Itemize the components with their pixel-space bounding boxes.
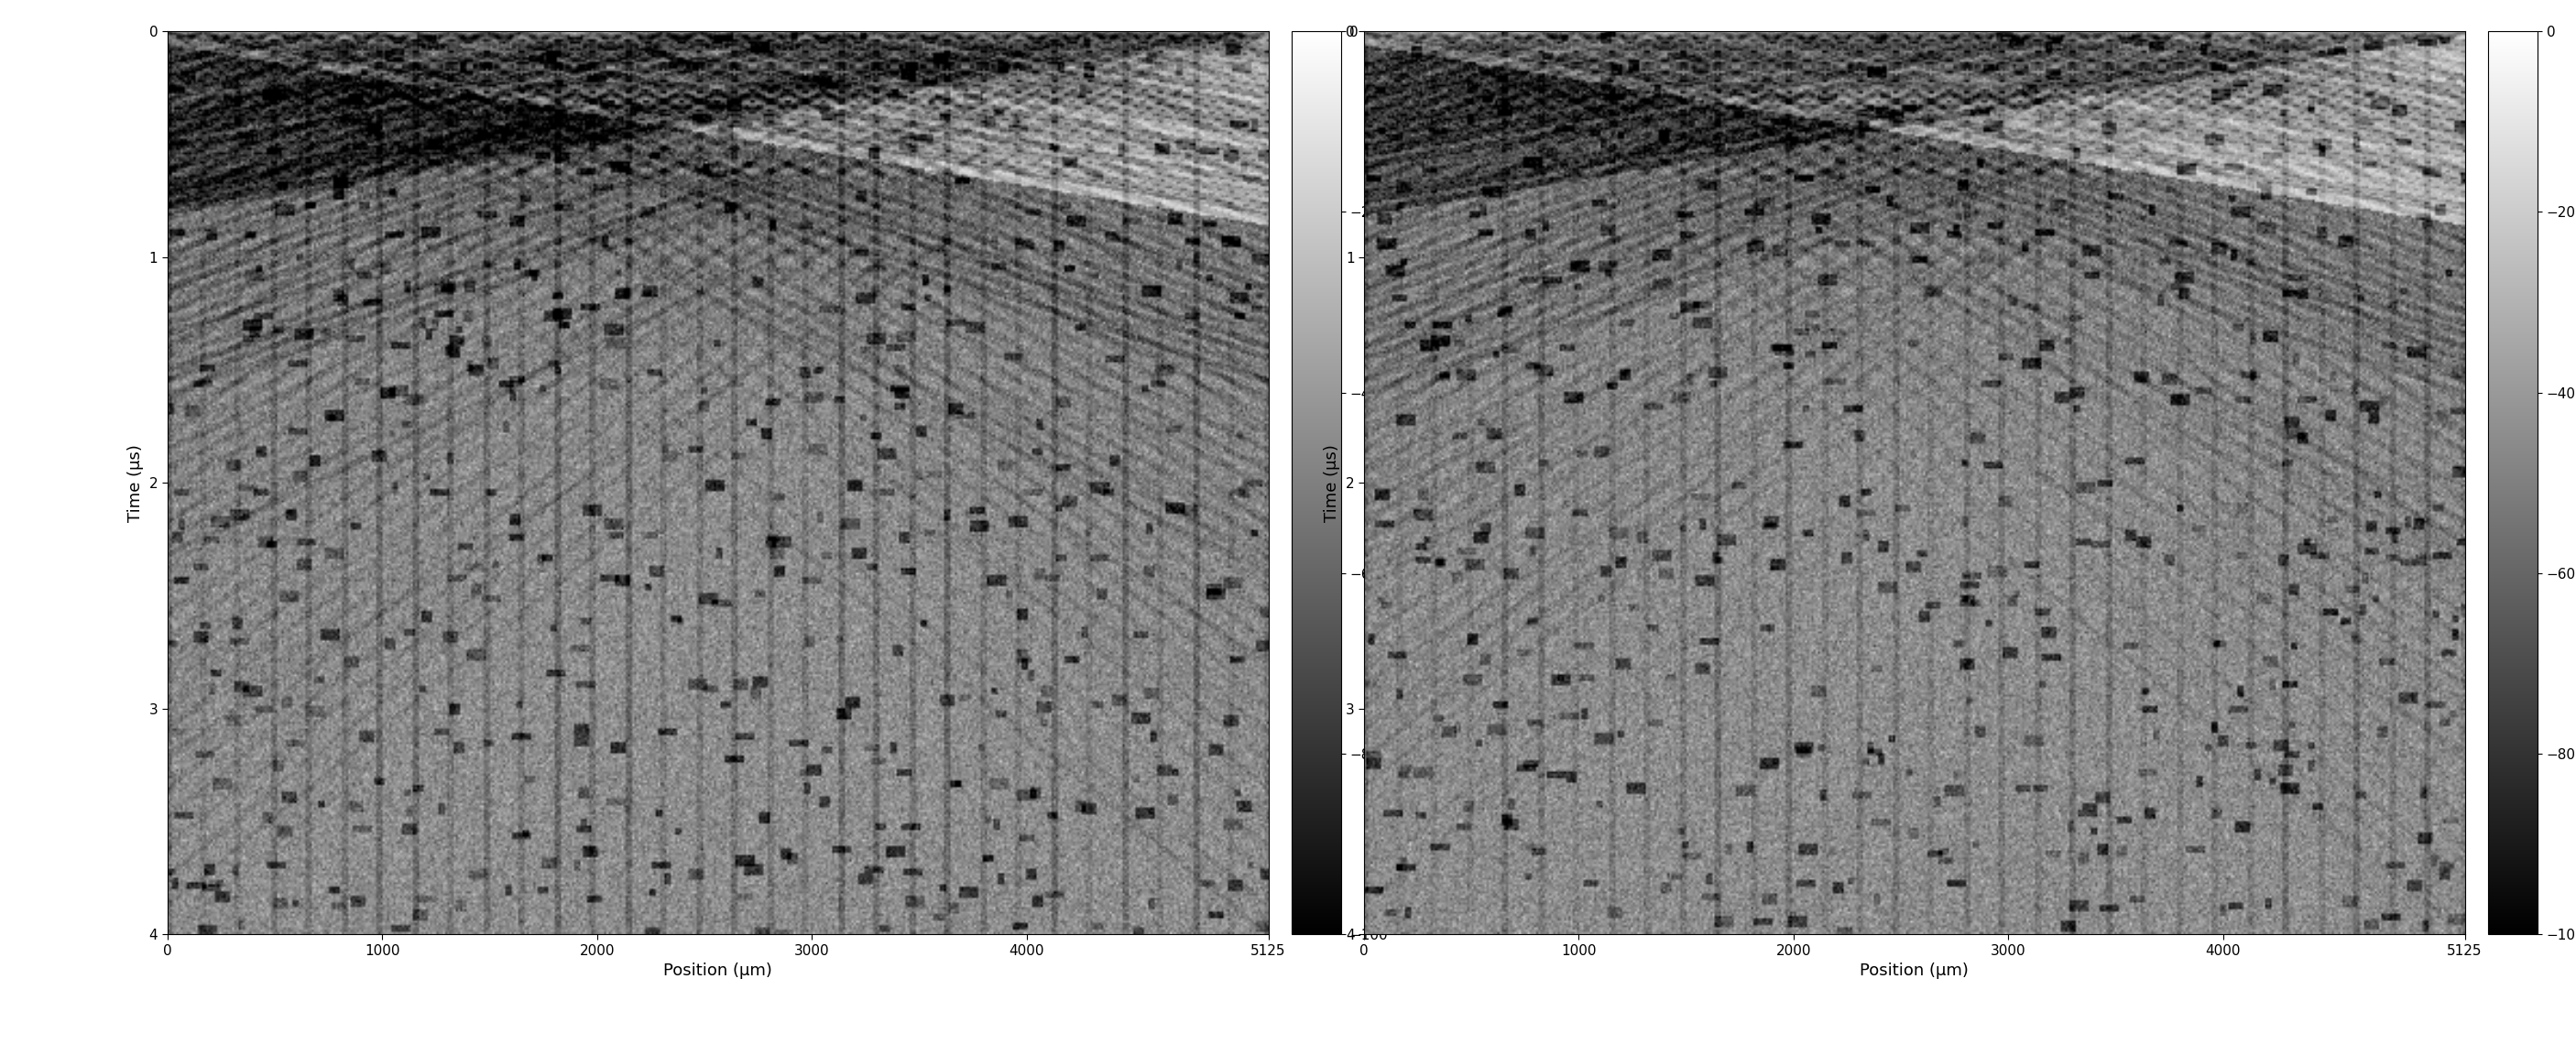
Y-axis label: Time (μs): Time (μs): [1324, 444, 1340, 522]
X-axis label: Position (μm): Position (μm): [1860, 963, 1968, 979]
Y-axis label: Time (μs): Time (μs): [126, 444, 144, 522]
X-axis label: Position (μm): Position (μm): [665, 963, 773, 979]
Y-axis label: dB: dB: [1394, 472, 1409, 494]
